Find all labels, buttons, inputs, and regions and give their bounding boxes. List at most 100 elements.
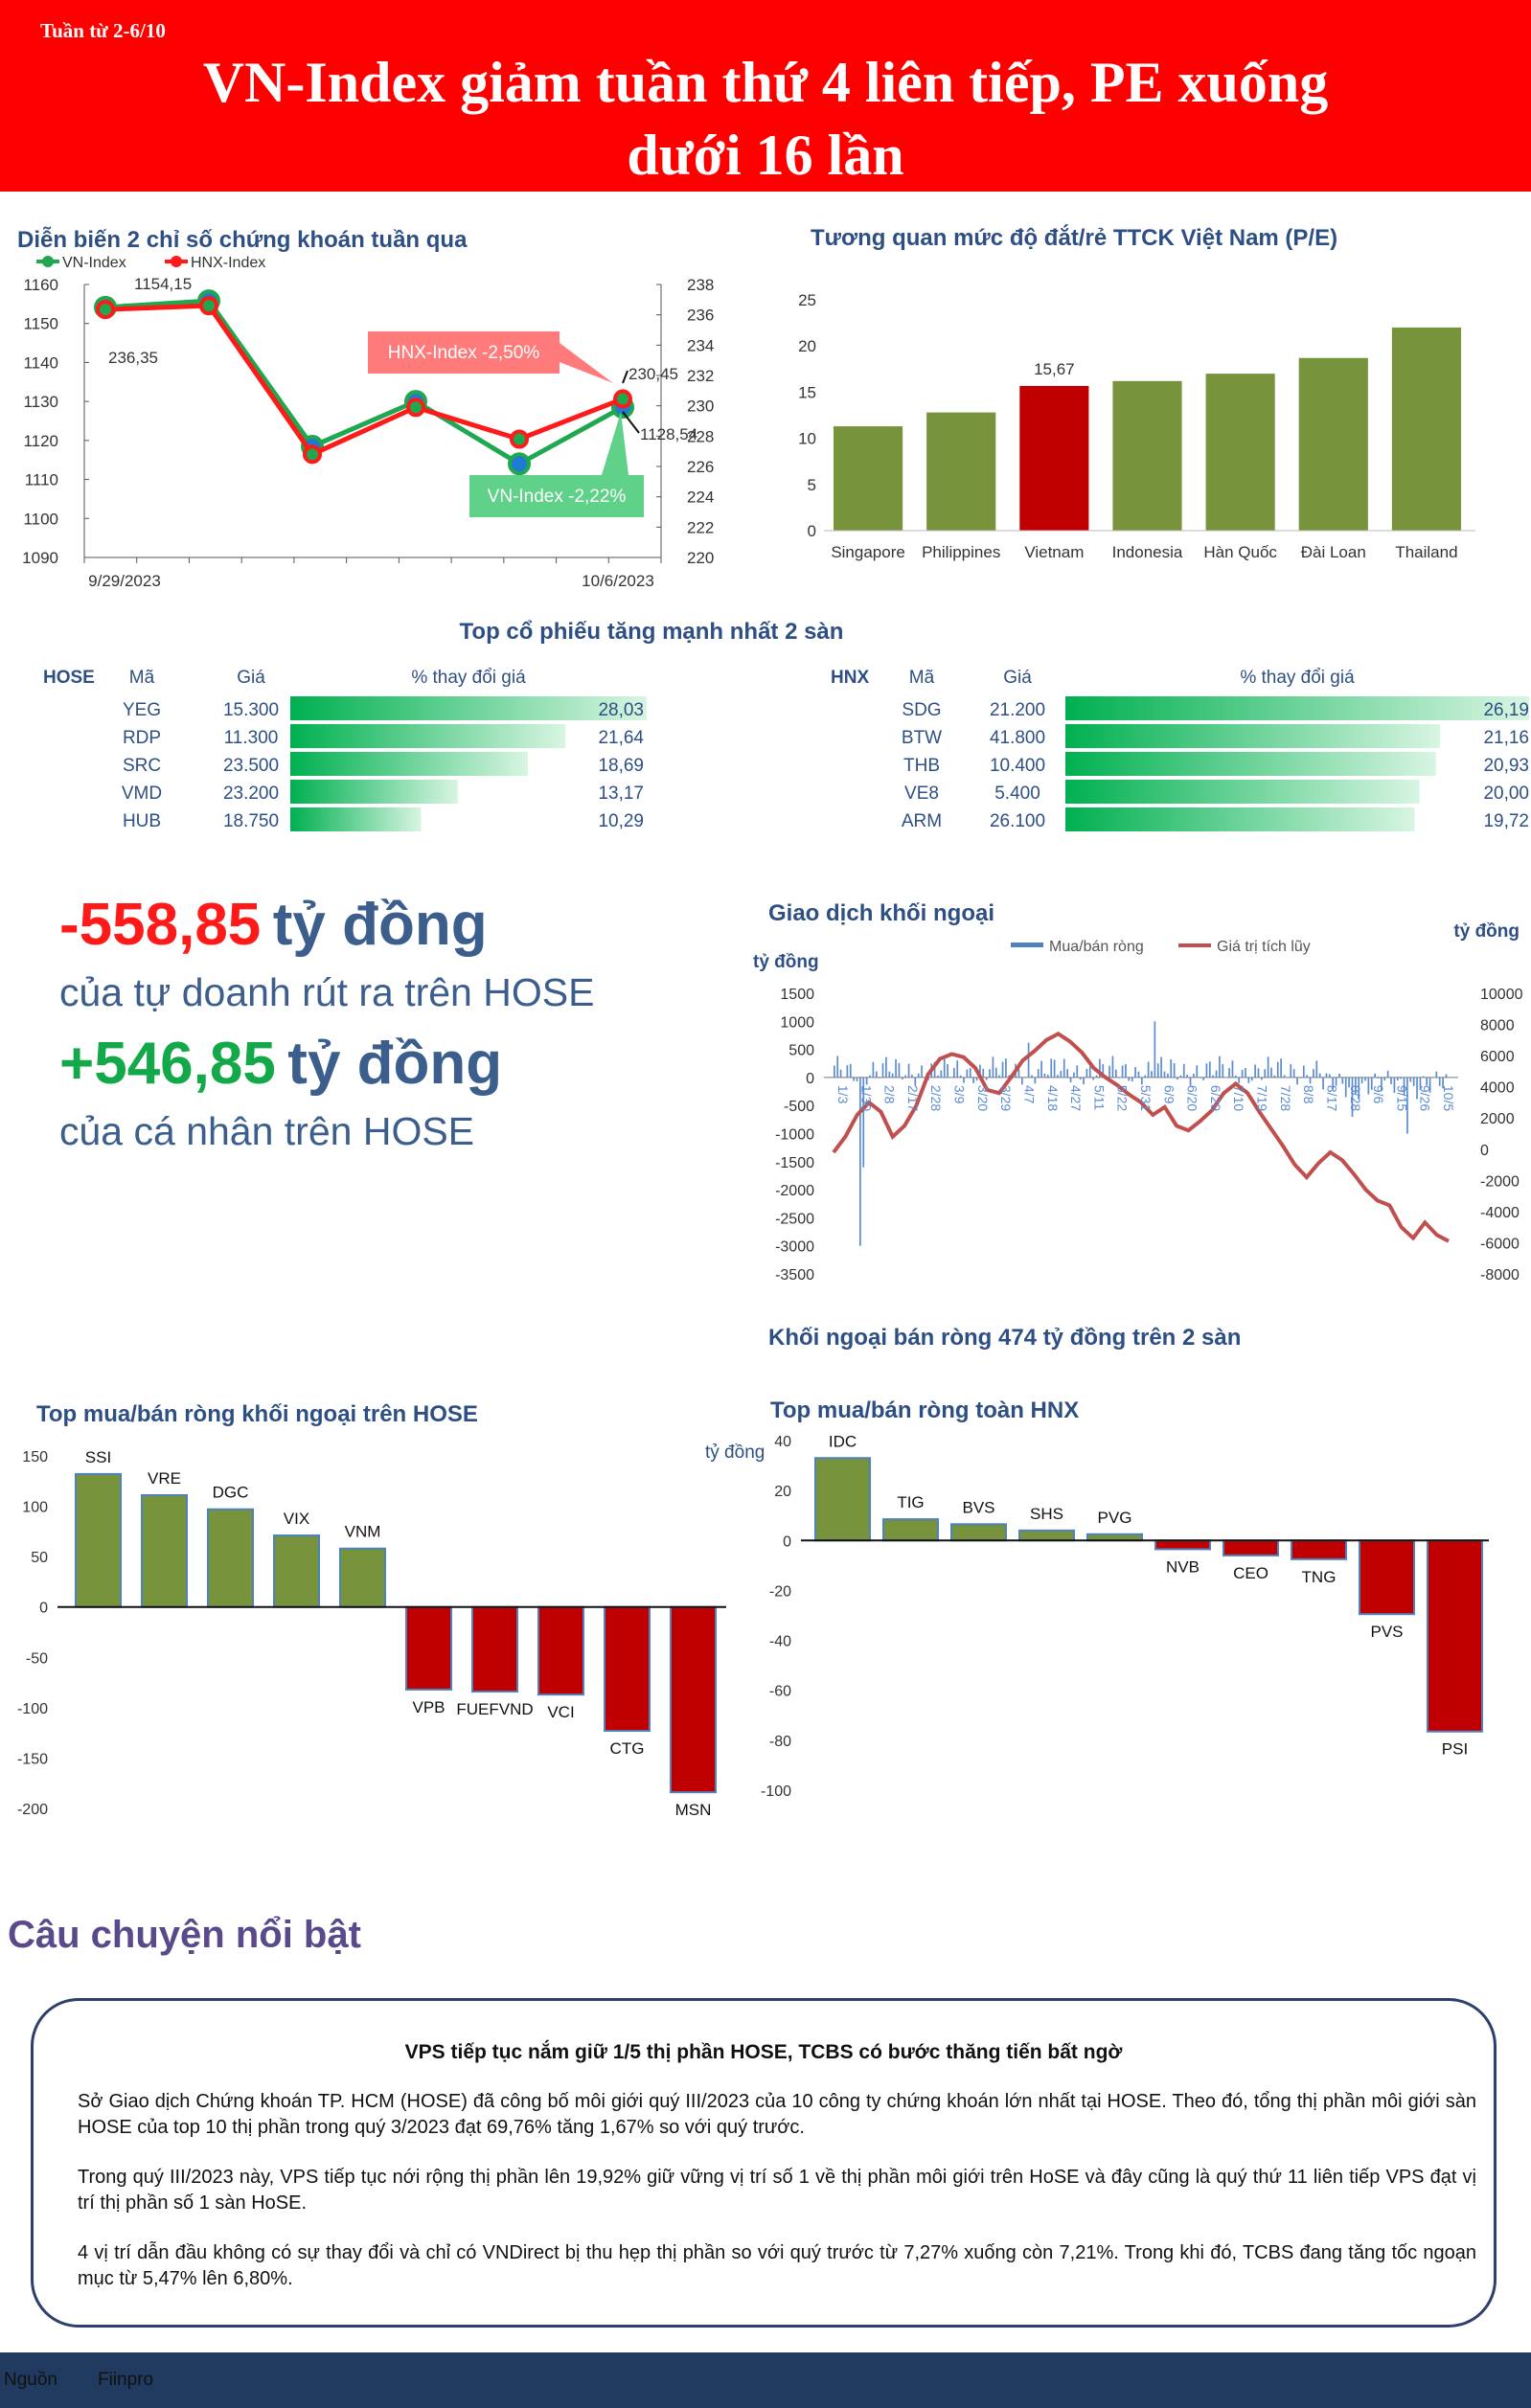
net-flow-bar xyxy=(1189,1077,1192,1086)
net-flow-bar xyxy=(969,1068,971,1078)
y-tick-label: 40 xyxy=(774,1434,791,1450)
net-bar xyxy=(670,1605,717,1794)
change-bar xyxy=(290,807,422,831)
net-flow-bar xyxy=(1108,1065,1110,1078)
bar-category-label: CTG xyxy=(610,1739,645,1758)
net-flow-bar xyxy=(1393,1077,1396,1093)
net-flow-bar xyxy=(891,1073,894,1078)
net-flow-bar xyxy=(1416,1077,1418,1100)
change-bar xyxy=(290,780,458,804)
bar-category-label: CEO xyxy=(1233,1564,1268,1582)
hnx-change-box xyxy=(368,331,560,374)
change-bar xyxy=(290,696,647,720)
legend-vn-label: VN-Index xyxy=(62,255,126,271)
vn-change-pointer xyxy=(602,412,628,475)
y-right-tick-label: 234 xyxy=(687,336,714,354)
net-bar xyxy=(1359,1539,1415,1616)
stock-price: 23.200 xyxy=(223,784,279,804)
net-flow-bar xyxy=(1170,1059,1173,1078)
net-flow-bar xyxy=(1315,1060,1318,1078)
y-tick-label: -40 xyxy=(769,1634,791,1650)
hnx-index-point xyxy=(96,300,115,320)
legend-hnx-label: HNX-Index xyxy=(191,255,265,271)
net-flow-bar xyxy=(1422,1076,1425,1078)
table-col-price: Giá xyxy=(1003,668,1032,688)
pe-y-tick-label: 0 xyxy=(808,522,816,540)
net-flow-bar xyxy=(1228,1068,1230,1078)
foreign-x-tick-label: 6/29 xyxy=(1208,1085,1223,1111)
pe-bar xyxy=(834,426,903,531)
net-flow-bar xyxy=(1102,1064,1105,1078)
stock-price: 5.400 xyxy=(994,784,1040,804)
pe-category-label: Philippines xyxy=(922,543,1000,561)
net-flow-bar xyxy=(979,1064,981,1078)
y-right-tick-label: 224 xyxy=(687,488,714,507)
net-flow-bar xyxy=(1050,1058,1053,1078)
net-flow-bar xyxy=(998,1075,1001,1078)
net-bar xyxy=(882,1518,939,1542)
headline: VN-Index giảm tuần thứ 4 liên tiếp, PE x… xyxy=(0,46,1531,192)
table-col-code: Mã xyxy=(129,668,155,688)
net-flow-bar xyxy=(1264,1069,1267,1078)
foreign-trading-chart: tỷ đồng tỷ đồng Mua/bán ròng Giá trị tích l… xyxy=(753,921,1523,1284)
net-flow-bar xyxy=(888,1071,891,1078)
foreign-y-left-label: -3500 xyxy=(775,1267,814,1284)
net-flow-bar xyxy=(1079,1077,1082,1080)
net-flow-bar xyxy=(1400,1077,1403,1079)
foreign-x-tick-label: 5/31 xyxy=(1138,1085,1154,1111)
y-left-tick-label: 1160 xyxy=(23,276,58,294)
hose-foreign-bar-chart: 150 100 50 0 -50 -100 -150 -200 SSI VRE DGC VIX VNM V… xyxy=(17,1448,726,1819)
pe-bar xyxy=(1205,374,1275,531)
net-flow-bar xyxy=(1160,1056,1162,1078)
hnx-end-leader xyxy=(622,370,628,384)
net-flow-bar xyxy=(1351,1077,1354,1117)
bar-category-label: PVS xyxy=(1370,1623,1403,1641)
foreign-y-left-label: -1500 xyxy=(775,1155,814,1171)
hnx-start-label: 236,35 xyxy=(108,349,158,367)
net-bar xyxy=(1427,1539,1483,1733)
net-flow-bar xyxy=(1442,1077,1444,1089)
net-bar xyxy=(1223,1539,1279,1556)
hnx-foreign-bar-chart: tỷ đồng 40 20 0 -20 -40 -60 -80 -100 IDC TIG BVS SHS… xyxy=(705,1432,1489,1800)
net-flow-bar xyxy=(982,1068,985,1078)
y-tick-label: -200 xyxy=(17,1802,48,1818)
net-flow-bar xyxy=(1073,1072,1075,1078)
bar-category-label: BVS xyxy=(962,1498,994,1516)
net-flow-bar xyxy=(994,1067,997,1078)
net-flow-bar xyxy=(1383,1077,1386,1081)
net-flow-bar xyxy=(1060,1070,1063,1078)
foreign-x-tick-label: 4/27 xyxy=(1068,1085,1084,1111)
net-bar xyxy=(471,1605,518,1693)
net-flow-bar xyxy=(836,1056,839,1078)
stock-change: 21,64 xyxy=(598,728,644,748)
pe-chart-title: Tương quan mức độ đắt/rẻ TTCK Việt Nam (… xyxy=(811,225,1338,251)
change-bar xyxy=(1065,696,1529,720)
y-tick-label: 50 xyxy=(31,1550,48,1566)
foreign-x-tick-label: 3/9 xyxy=(952,1085,968,1104)
cumulative-line xyxy=(832,1032,1450,1243)
net-flow-bar xyxy=(1047,1075,1049,1078)
foreign-y-left-label: -3000 xyxy=(775,1239,814,1256)
stock-code: VE8 xyxy=(904,784,939,804)
net-flow-bar xyxy=(849,1063,852,1078)
net-flow-bar xyxy=(1374,1073,1376,1078)
net-flow-bar xyxy=(856,1077,858,1081)
net-flow-bar xyxy=(1182,1063,1185,1078)
pe-y-tick-label: 25 xyxy=(798,291,816,309)
net-flow-bar xyxy=(1017,1069,1020,1078)
bar-category-label: TNG xyxy=(1302,1568,1337,1586)
net-flow-bar xyxy=(862,1077,865,1168)
net-flow-bar xyxy=(985,1077,988,1080)
headline-line-2: dưới 16 lần xyxy=(627,124,904,187)
net-flow-bar xyxy=(1325,1073,1328,1078)
net-flow-bar xyxy=(1290,1064,1292,1078)
net-flow-bar xyxy=(1381,1077,1382,1091)
net-bar xyxy=(1291,1539,1347,1560)
change-bar xyxy=(1065,724,1441,748)
stock-change: 13,17 xyxy=(598,784,644,804)
legend-bar-swatch xyxy=(1011,943,1043,947)
foreign-y-left-label: 1000 xyxy=(780,1014,814,1031)
vn-end-label: 1128,54 xyxy=(640,425,697,443)
net-flow-bar xyxy=(1205,1063,1208,1078)
y-left-tick-label: 1120 xyxy=(23,432,58,450)
